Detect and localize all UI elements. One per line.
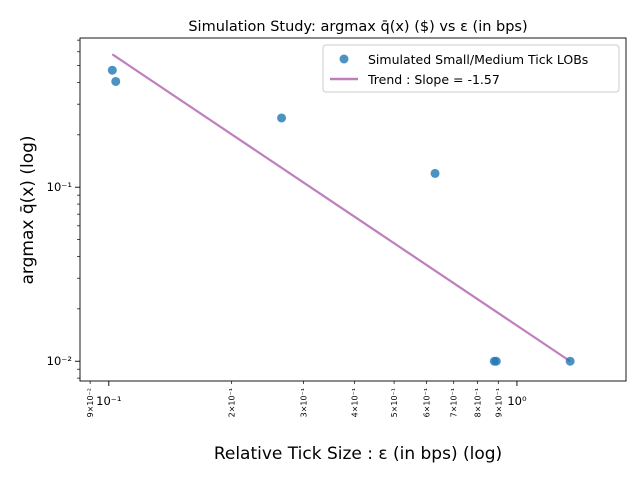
y-axis-ticks: 10⁻² 10⁻¹ (47, 39, 80, 379)
x-minor-tick-label: 7×10⁻¹ (450, 388, 459, 417)
legend-label-trend: Trend : Slope = -1.57 (367, 72, 500, 87)
x-minor-tick-label: 9×10⁻¹ (494, 388, 503, 417)
scatter-point (111, 76, 121, 86)
trend-layer (111, 53, 571, 363)
x-minor-tick-label: 2×10⁻¹ (228, 388, 237, 417)
plot-area (79, 37, 627, 382)
x-axis-label: Relative Tick Size : ε (in bps) (log) (214, 444, 502, 464)
x-major-tick-label: 10⁻¹ (96, 394, 121, 408)
chart-title: Simulation Study: argmax q̄(x) ($) vs ε … (188, 19, 527, 35)
y-major-tick-label: 10⁻² (47, 354, 72, 368)
legend-box (322, 44, 620, 93)
x-minor-tick-label: 8×10⁻¹ (473, 388, 482, 417)
scatter-point (491, 356, 501, 366)
scatter-point (107, 65, 117, 75)
y-major-tick-label: 10⁻¹ (47, 180, 72, 194)
x-minor-tick-label: 9×10⁻² (86, 388, 95, 417)
legend: Simulated Small/Medium Tick LOBs Trend :… (322, 44, 620, 93)
scatter-points (107, 65, 575, 366)
legend-label-scatter: Simulated Small/Medium Tick LOBs (368, 52, 588, 67)
scatter-point (277, 113, 287, 123)
x-minor-tick-label: 3×10⁻¹ (300, 388, 309, 417)
y-axis-label: argmax q̄(x) (log) (18, 135, 38, 284)
scatter-point (565, 356, 575, 366)
x-minor-tick-label: 5×10⁻¹ (390, 388, 399, 417)
trend-line (111, 53, 571, 363)
x-minor-tick-label: 4×10⁻¹ (351, 388, 360, 417)
x-major-tick-label: 10⁰ (507, 394, 527, 408)
legend-scatter-marker (339, 54, 349, 64)
scatter-point (430, 168, 440, 178)
x-axis-ticks: 10⁻¹ 10⁰ 9×10⁻² 2×10⁻¹ 3×10⁻¹ 4×10⁻¹ 5×10⁻¹ 6×1… (86, 381, 527, 417)
x-minor-tick-label: 6×10⁻¹ (422, 388, 431, 417)
